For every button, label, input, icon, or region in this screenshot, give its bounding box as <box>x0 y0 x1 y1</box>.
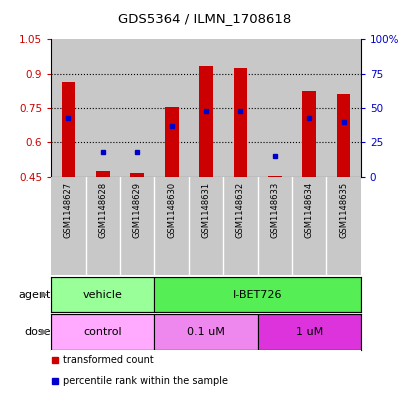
Bar <box>154 314 257 350</box>
Bar <box>130 173 144 177</box>
Bar <box>257 177 291 275</box>
Text: GSM1148629: GSM1148629 <box>133 182 142 238</box>
Bar <box>189 39 222 177</box>
Text: GSM1148632: GSM1148632 <box>235 182 244 238</box>
Bar <box>336 94 350 177</box>
Text: percentile rank within the sample: percentile rank within the sample <box>63 376 228 386</box>
Bar <box>222 39 257 177</box>
Bar <box>85 39 120 177</box>
Bar <box>257 314 360 350</box>
Bar <box>291 177 326 275</box>
Bar <box>51 39 85 177</box>
Bar <box>222 177 257 275</box>
Text: GSM1148627: GSM1148627 <box>64 182 73 238</box>
Bar <box>257 39 291 177</box>
Bar <box>85 177 120 275</box>
Bar <box>51 277 154 312</box>
Bar <box>301 91 315 177</box>
Text: GSM1148630: GSM1148630 <box>167 182 176 238</box>
Text: agent: agent <box>18 290 50 300</box>
Text: I-BET726: I-BET726 <box>232 290 282 300</box>
Bar <box>61 82 75 177</box>
Text: GDS5364 / ILMN_1708618: GDS5364 / ILMN_1708618 <box>118 12 291 25</box>
Text: GSM1148634: GSM1148634 <box>304 182 313 238</box>
Bar <box>267 176 281 177</box>
Bar <box>96 171 110 177</box>
Bar <box>120 177 154 275</box>
Text: GSM1148631: GSM1148631 <box>201 182 210 238</box>
Bar <box>51 177 85 275</box>
Bar <box>51 314 154 350</box>
Bar <box>291 39 326 177</box>
Text: vehicle: vehicle <box>83 290 122 300</box>
Text: 1 uM: 1 uM <box>295 327 322 337</box>
Bar <box>326 177 360 275</box>
Bar <box>120 39 154 177</box>
Text: dose: dose <box>24 327 50 337</box>
Bar <box>233 68 247 177</box>
Text: transformed count: transformed count <box>63 354 154 365</box>
Bar <box>154 277 360 312</box>
Text: GSM1148633: GSM1148633 <box>270 182 279 238</box>
Text: GSM1148628: GSM1148628 <box>98 182 107 238</box>
Text: 0.1 uM: 0.1 uM <box>187 327 225 337</box>
Bar <box>199 66 212 177</box>
Bar <box>154 39 189 177</box>
Text: GSM1148635: GSM1148635 <box>338 182 347 238</box>
Bar <box>189 177 222 275</box>
Bar <box>164 107 178 177</box>
Bar <box>154 177 189 275</box>
Text: control: control <box>83 327 122 337</box>
Bar <box>326 39 360 177</box>
